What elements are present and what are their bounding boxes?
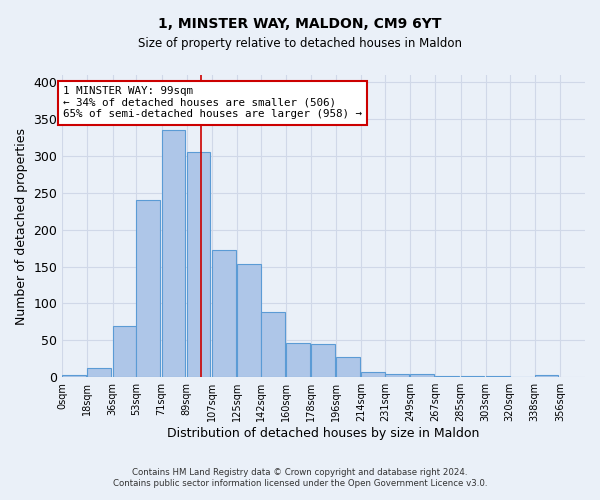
Bar <box>486 376 509 377</box>
Bar <box>187 152 211 377</box>
Bar <box>535 375 559 377</box>
Bar <box>286 344 310 377</box>
Bar <box>410 374 434 377</box>
Bar <box>311 344 335 377</box>
Text: 1, MINSTER WAY, MALDON, CM9 6YT: 1, MINSTER WAY, MALDON, CM9 6YT <box>158 18 442 32</box>
Bar <box>261 312 284 377</box>
Bar <box>237 264 261 377</box>
Bar <box>113 326 136 377</box>
Bar <box>461 376 484 377</box>
Y-axis label: Number of detached properties: Number of detached properties <box>15 128 28 324</box>
Bar <box>212 250 236 377</box>
Bar <box>336 358 360 377</box>
Text: Contains HM Land Registry data © Crown copyright and database right 2024.
Contai: Contains HM Land Registry data © Crown c… <box>113 468 487 487</box>
Bar <box>436 376 459 377</box>
X-axis label: Distribution of detached houses by size in Maldon: Distribution of detached houses by size … <box>167 427 480 440</box>
Bar <box>161 130 185 377</box>
Bar <box>88 368 111 377</box>
Text: Size of property relative to detached houses in Maldon: Size of property relative to detached ho… <box>138 38 462 51</box>
Bar <box>361 372 385 377</box>
Bar <box>136 200 160 377</box>
Bar <box>62 375 86 377</box>
Text: 1 MINSTER WAY: 99sqm
← 34% of detached houses are smaller (506)
65% of semi-deta: 1 MINSTER WAY: 99sqm ← 34% of detached h… <box>63 86 362 120</box>
Bar <box>385 374 409 377</box>
